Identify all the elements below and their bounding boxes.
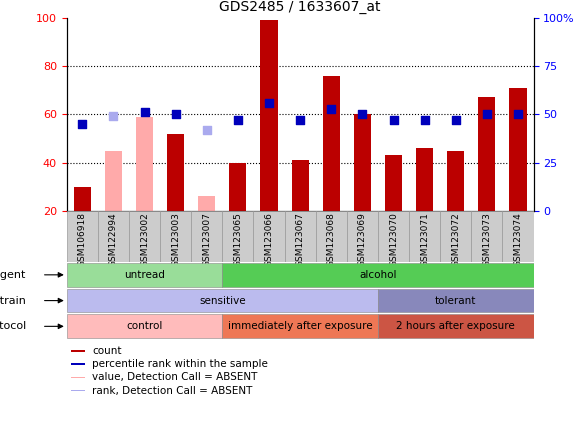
Text: GSM123074: GSM123074 [513, 212, 523, 267]
Point [513, 111, 523, 118]
Text: untread: untread [124, 270, 165, 280]
Bar [67, 314, 222, 338]
Point [109, 113, 118, 120]
Point [483, 111, 492, 118]
Text: alcohol: alcohol [359, 270, 397, 280]
Point [358, 111, 367, 118]
Bar [105, 151, 122, 211]
Point [451, 117, 461, 124]
Bar [478, 97, 495, 211]
Text: rank, Detection Call = ABSENT: rank, Detection Call = ABSENT [92, 386, 253, 396]
Bar [98, 211, 129, 262]
Title: GDS2485 / 1633607_at: GDS2485 / 1633607_at [219, 0, 381, 14]
Text: immediately after exposure: immediately after exposure [228, 321, 372, 331]
Point [296, 117, 305, 124]
Bar [67, 289, 378, 313]
Text: GSM106918: GSM106918 [78, 212, 87, 267]
Point [233, 117, 242, 124]
Point [140, 109, 149, 116]
Bar [136, 117, 153, 211]
Bar [67, 263, 222, 287]
Text: count: count [92, 346, 122, 356]
Text: value, Detection Call = ABSENT: value, Detection Call = ABSENT [92, 373, 258, 382]
Text: GSM123069: GSM123069 [358, 212, 367, 267]
Point [171, 111, 180, 118]
Text: GSM123068: GSM123068 [327, 212, 336, 267]
Bar [71, 350, 85, 352]
Text: GSM123073: GSM123073 [483, 212, 491, 267]
Bar [322, 76, 340, 211]
Text: GSM122994: GSM122994 [109, 212, 118, 267]
Text: GSM123072: GSM123072 [451, 212, 461, 267]
Text: tolerant: tolerant [435, 296, 477, 305]
Text: control: control [126, 321, 163, 331]
Bar [502, 211, 534, 262]
Point [420, 117, 429, 124]
Bar [253, 211, 285, 262]
Point [264, 99, 274, 106]
Text: percentile rank within the sample: percentile rank within the sample [92, 359, 269, 369]
Bar [229, 163, 246, 211]
Text: protocol: protocol [0, 321, 26, 331]
Bar [378, 314, 534, 338]
Bar [285, 211, 316, 262]
Text: strain: strain [0, 296, 26, 305]
Bar [378, 289, 534, 313]
Text: GSM123003: GSM123003 [171, 212, 180, 267]
Text: GSM123002: GSM123002 [140, 212, 149, 267]
Text: GSM123071: GSM123071 [420, 212, 429, 267]
Bar [416, 148, 433, 211]
Text: GSM123070: GSM123070 [389, 212, 398, 267]
Bar [347, 211, 378, 262]
Bar [198, 196, 215, 211]
Text: 2 hours after exposure: 2 hours after exposure [396, 321, 515, 331]
Text: GSM123065: GSM123065 [233, 212, 242, 267]
Bar [316, 211, 347, 262]
Point [78, 120, 87, 127]
Bar [354, 115, 371, 211]
Bar [67, 211, 98, 262]
Bar [71, 364, 85, 365]
Point [327, 105, 336, 112]
Text: sensitive: sensitive [199, 296, 246, 305]
Bar [74, 187, 91, 211]
Bar [222, 263, 534, 287]
Bar [71, 390, 85, 392]
Text: agent: agent [0, 270, 26, 280]
Bar [71, 377, 85, 378]
Bar [378, 211, 409, 262]
Text: GSM123067: GSM123067 [296, 212, 304, 267]
Bar [385, 155, 402, 211]
Bar [509, 88, 527, 211]
Bar [292, 160, 309, 211]
Bar [260, 20, 278, 211]
Bar [409, 211, 440, 262]
Point [202, 126, 212, 133]
Bar [222, 314, 378, 338]
Bar [472, 211, 502, 262]
Bar [440, 211, 472, 262]
Point [389, 117, 398, 124]
Bar [167, 134, 184, 211]
Bar [191, 211, 222, 262]
Bar [222, 211, 253, 262]
Bar [129, 211, 160, 262]
Text: GSM123007: GSM123007 [202, 212, 211, 267]
Bar [160, 211, 191, 262]
Text: GSM123066: GSM123066 [264, 212, 274, 267]
Bar [447, 151, 465, 211]
